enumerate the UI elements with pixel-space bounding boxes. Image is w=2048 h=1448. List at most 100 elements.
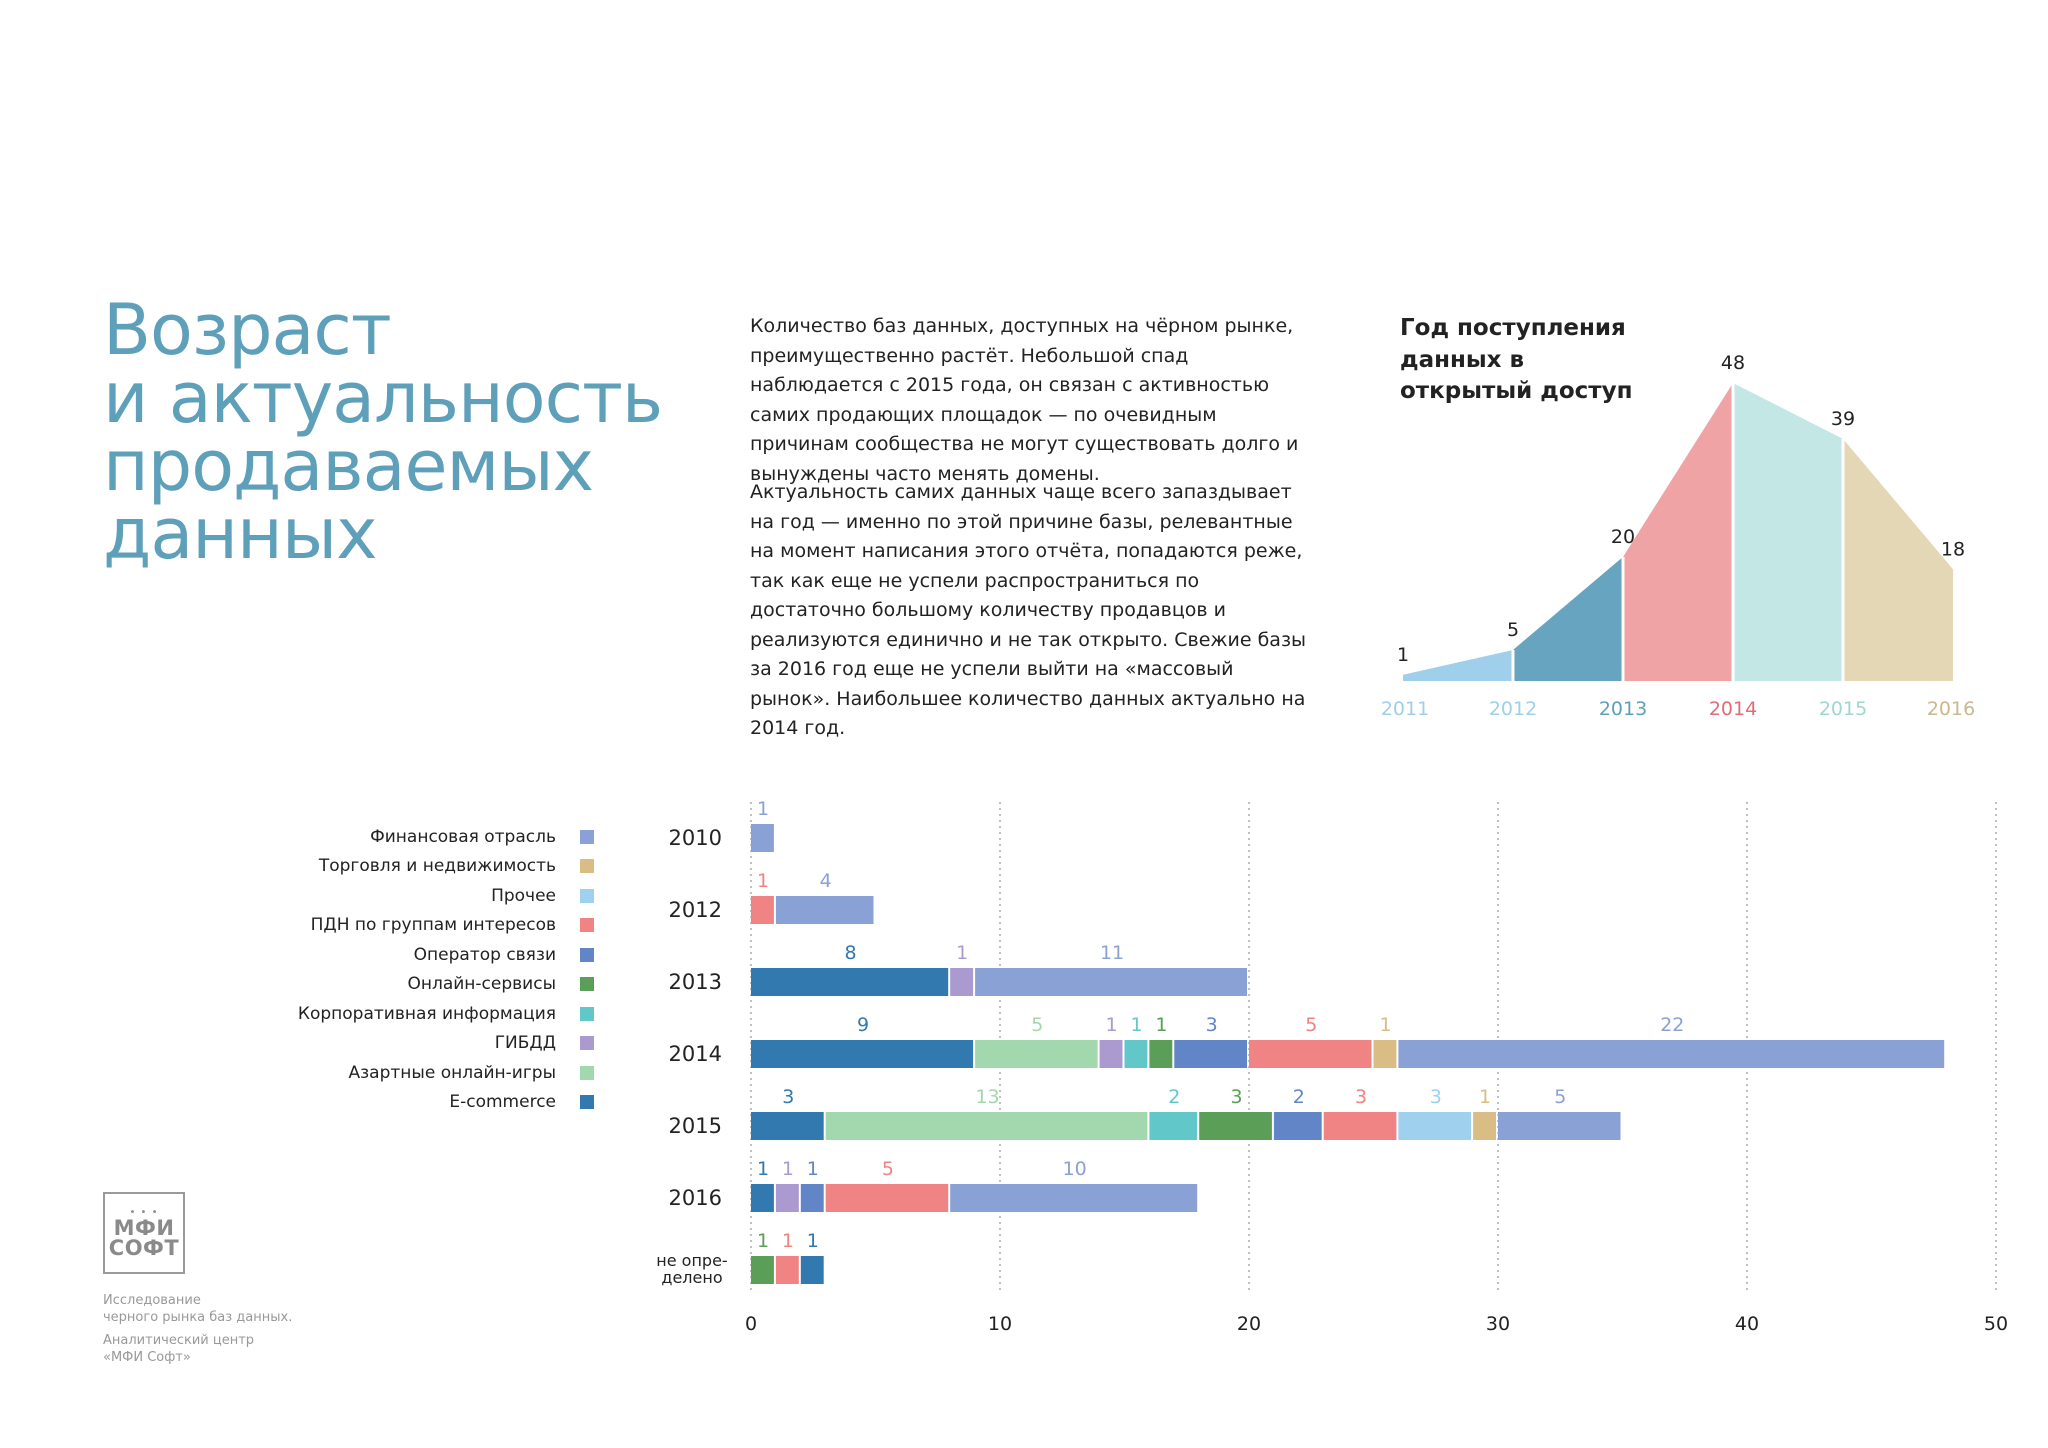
area-year-label: 2014 xyxy=(1709,698,1757,720)
legend-item: ГИБДД xyxy=(280,1029,600,1059)
bar-segment xyxy=(1249,1040,1372,1068)
footer-line-4: «МФИ Софт» xyxy=(103,1350,191,1365)
logo-text-top: МФИ xyxy=(113,1216,175,1240)
legend-swatch xyxy=(580,918,594,933)
bar-segment xyxy=(1373,1040,1397,1068)
legend-label: Азартные онлайн-игры xyxy=(348,1062,556,1083)
area-value-label: 18 xyxy=(1941,538,1965,560)
bar-segment xyxy=(950,1184,1198,1212)
bar-value-label: 5 xyxy=(1554,1086,1566,1108)
bar-segment xyxy=(751,1040,974,1068)
legend-label: ПДН по группам интересов xyxy=(310,915,556,936)
legend-swatch xyxy=(580,1036,594,1051)
title-line-4: данных xyxy=(103,493,378,575)
bar-segment xyxy=(1124,1040,1148,1068)
bar-segment xyxy=(1174,1040,1247,1068)
bar-segment xyxy=(1398,1112,1472,1140)
legend-label: E-commerce xyxy=(449,1092,556,1113)
legend-item: Прочее xyxy=(280,881,600,911)
title-line-3: продаваемых xyxy=(103,425,594,507)
bar-value-label: 1 xyxy=(757,870,769,892)
company-logo: • • • МФИ СОФТ xyxy=(103,1192,185,1274)
logo-dots: • • • xyxy=(129,1207,159,1218)
footer-line-1: Исследование xyxy=(103,1293,201,1308)
bar-value-label: 3 xyxy=(782,1086,794,1108)
bar-segment xyxy=(825,1184,949,1212)
bar-segment xyxy=(775,1184,799,1212)
bar-segment xyxy=(1498,1112,1621,1140)
bar-value-label: 2 xyxy=(1293,1086,1305,1108)
bar-value-label: 11 xyxy=(1100,942,1124,964)
area-value-label: 39 xyxy=(1831,408,1855,430)
bar-value-label: 1 xyxy=(807,1158,819,1180)
category-label: 2010 xyxy=(669,826,722,850)
bar-segment xyxy=(751,1256,774,1284)
logo-text-bottom: СОФТ xyxy=(108,1236,180,1260)
category-label: 2014 xyxy=(669,1042,722,1066)
legend-label: ГИБДД xyxy=(494,1033,556,1054)
category-label: 2016 xyxy=(669,1186,722,1210)
bar-value-label: 5 xyxy=(1305,1014,1317,1036)
bar-segment xyxy=(1398,1040,1945,1068)
bar-value-label: 1 xyxy=(757,1230,769,1252)
legend-item: Корпоративная информация xyxy=(280,999,600,1029)
bar-segment xyxy=(775,1256,799,1284)
area-value-label: 48 xyxy=(1721,352,1745,374)
area-year-label: 2011 xyxy=(1381,698,1429,720)
bar-segment xyxy=(1149,1040,1173,1068)
bar-value-label: 8 xyxy=(845,942,857,964)
area-value-label: 20 xyxy=(1611,526,1635,548)
footer-study-note: Исследование черного рынка баз данных. xyxy=(103,1292,363,1326)
x-tick-label: 0 xyxy=(745,1313,757,1335)
bar-segment xyxy=(1199,1112,1272,1140)
bar-value-label: 3 xyxy=(1355,1086,1367,1108)
bar-segment xyxy=(1473,1112,1496,1140)
bar-value-label: 2 xyxy=(1168,1086,1180,1108)
bar-value-label: 1 xyxy=(757,1158,769,1180)
category-label: 2012 xyxy=(669,898,722,922)
bar-value-label: 4 xyxy=(820,870,832,892)
bar-value-label: 5 xyxy=(1031,1014,1043,1036)
bar-value-label: 1 xyxy=(757,798,769,820)
x-tick-label: 40 xyxy=(1735,1313,1759,1335)
area-year-label: 2015 xyxy=(1819,698,1867,720)
bar-segment xyxy=(800,1256,824,1284)
area-chart-title: Год поступления данных в открытый доступ xyxy=(1400,315,1633,404)
title-line-1: Возраст xyxy=(103,289,392,371)
bar-segment xyxy=(825,1112,1148,1140)
footer-center-note: Аналитический центр «МФИ Софт» xyxy=(103,1332,363,1366)
bar-segment xyxy=(775,896,874,924)
bar-value-label: 1 xyxy=(782,1158,794,1180)
bar-segment xyxy=(1323,1112,1397,1140)
x-tick-label: 50 xyxy=(1984,1313,2008,1335)
area-value-label: 1 xyxy=(1397,644,1409,666)
legend-item: Оператор связи xyxy=(280,940,600,970)
category-label: 2015 xyxy=(669,1114,722,1138)
area-year-label: 2013 xyxy=(1599,698,1647,720)
relevance-paragraph: Актуальность самих данных чаще всего зап… xyxy=(750,481,1307,739)
bar-segment xyxy=(1273,1112,1322,1140)
bar-value-label: 10 xyxy=(1063,1158,1087,1180)
area-segment-2014-2015 xyxy=(1733,383,1843,681)
legend-label: Торговля и недвижимость xyxy=(318,856,556,877)
area-year-label: 2016 xyxy=(1927,698,1975,720)
bar-segment xyxy=(950,968,974,996)
x-tick-label: 10 xyxy=(988,1313,1012,1335)
bar-value-label: 1 xyxy=(1379,1014,1391,1036)
category-label: 2013 xyxy=(669,970,722,994)
bar-value-label: 22 xyxy=(1660,1014,1684,1036)
bar-segment xyxy=(975,1040,1098,1068)
area-segment-2013-2014 xyxy=(1623,383,1733,681)
bar-value-label: 1 xyxy=(1130,1014,1142,1036)
legend-swatch xyxy=(580,1095,594,1110)
legend-item: ПДН по группам интересов xyxy=(280,911,600,941)
legend-swatch xyxy=(580,859,594,874)
legend-item: Онлайн-сервисы xyxy=(280,970,600,1000)
bar-value-label: 1 xyxy=(782,1230,794,1252)
bar-value-label: 1 xyxy=(807,1230,819,1252)
bar-value-label: 1 xyxy=(1479,1086,1491,1108)
legend-item: E-commerce xyxy=(280,1088,600,1118)
area-value-label: 5 xyxy=(1507,619,1519,641)
area-year-label: 2012 xyxy=(1489,698,1537,720)
